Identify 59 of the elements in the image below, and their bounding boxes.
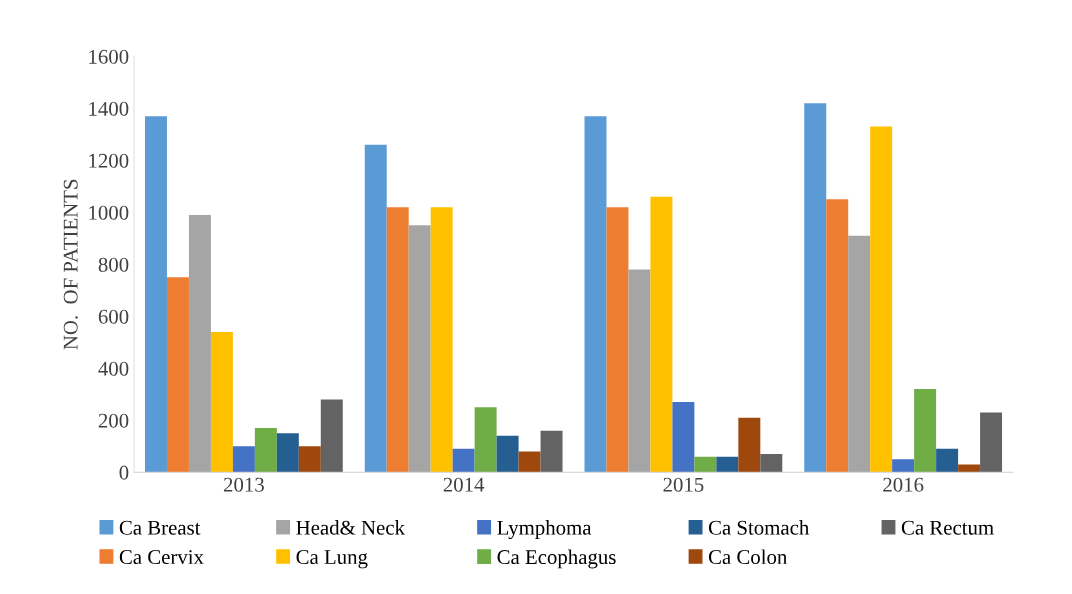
bar xyxy=(650,196,673,473)
legend-label: Lymphoma xyxy=(497,520,592,540)
bar xyxy=(276,433,299,473)
y-tick-label: 0 xyxy=(119,465,129,480)
bar xyxy=(496,435,519,473)
bar xyxy=(980,412,1003,473)
bar xyxy=(826,199,849,473)
bar xyxy=(452,448,475,473)
bar xyxy=(848,235,871,473)
bar xyxy=(804,103,827,473)
x-tick-label: 2014 xyxy=(443,477,485,492)
y-tick-label: 200 xyxy=(98,413,129,428)
x-tick-label: 2013 xyxy=(223,477,264,492)
bar xyxy=(540,430,563,473)
bar xyxy=(386,207,409,473)
y-tick-label: 1200 xyxy=(89,153,129,168)
bar xyxy=(430,207,453,473)
bar xyxy=(254,428,277,473)
bar xyxy=(914,389,937,473)
bar xyxy=(606,207,629,473)
bar xyxy=(760,454,783,473)
bar xyxy=(672,402,695,473)
y-tick-label: 600 xyxy=(98,309,129,324)
legend-label: Ca Lung xyxy=(296,550,368,569)
bar xyxy=(738,417,761,473)
x-tick-label: 2016 xyxy=(883,477,924,492)
bar xyxy=(232,446,255,473)
bar xyxy=(320,399,343,473)
bar xyxy=(188,214,211,473)
bar xyxy=(298,446,321,473)
legend-label: Ca Rectum xyxy=(901,520,994,535)
bar xyxy=(408,225,431,473)
legend-label: Ca Stomach xyxy=(708,520,810,535)
bar xyxy=(694,456,717,473)
bar xyxy=(584,116,607,473)
y-tick-label: 1000 xyxy=(89,205,129,220)
legend-label: Ca Breast xyxy=(119,520,201,535)
legend-label: Ca Cervix xyxy=(119,550,204,565)
bar xyxy=(144,116,167,473)
y-tick-label: 1600 xyxy=(89,49,129,64)
bar xyxy=(628,269,651,473)
x-tick-label: 2015 xyxy=(663,477,704,492)
y-axis-title: NO. OF PATIENTS xyxy=(63,179,78,350)
bar xyxy=(958,464,981,473)
bar xyxy=(210,331,233,473)
bar xyxy=(166,277,189,473)
y-tick-label: 800 xyxy=(98,257,129,272)
bar xyxy=(716,456,739,473)
legend-label: Ca Ecophagus xyxy=(497,549,616,569)
bar xyxy=(892,459,915,473)
bar xyxy=(474,407,497,473)
y-tick-label: 1400 xyxy=(89,101,129,116)
bar xyxy=(364,144,387,473)
y-tick-label: 400 xyxy=(98,361,129,376)
bar xyxy=(870,126,893,473)
legend-label: Ca Colon xyxy=(708,549,788,565)
legend-label: Head& Neck xyxy=(296,520,405,535)
bar xyxy=(518,451,541,473)
bar xyxy=(936,448,959,473)
